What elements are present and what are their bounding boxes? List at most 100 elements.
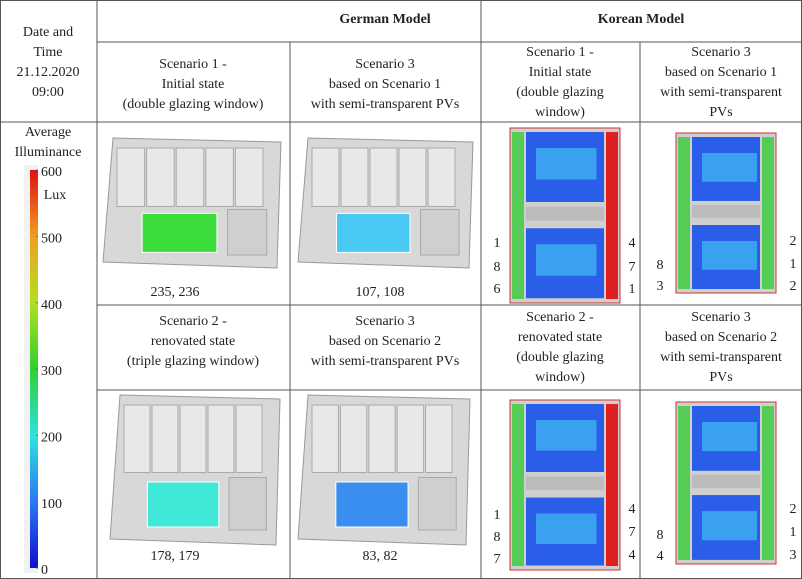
room [227, 209, 268, 256]
scenario-label: renovated state [151, 334, 235, 349]
wall [151, 404, 179, 473]
scenario-label: Scenario 3 [355, 57, 414, 72]
wall [207, 404, 235, 473]
wall [123, 404, 151, 473]
room [536, 148, 597, 180]
texts: Date and Time 21.12.2020 09:00 German Model K… [15, 12, 797, 578]
scenario-label: Scenario 1 - [526, 45, 594, 60]
scenario-label: renovated state [518, 330, 602, 345]
illuminance-result: 83, 82 [363, 549, 398, 564]
core [526, 476, 604, 491]
scenario-label: Scenario 3 [355, 314, 414, 329]
wall [396, 404, 425, 473]
scenario-label: (double glazing [516, 85, 603, 100]
wall [311, 404, 339, 473]
scenario-label: window) [535, 105, 585, 120]
wall [235, 404, 263, 473]
wall [234, 147, 264, 207]
wall [205, 147, 234, 207]
wall [179, 404, 207, 473]
room-number: 8 [494, 260, 501, 275]
room [702, 153, 757, 182]
room-number: 4 [629, 548, 636, 563]
german-model-header: German Model [339, 12, 430, 27]
room-number: 1 [494, 508, 501, 523]
wall [146, 147, 175, 207]
room-number: 2 [790, 279, 797, 294]
room-number: 4 [629, 236, 636, 251]
illuminance-result: 178, 179 [151, 549, 200, 564]
room-number: 1 [629, 282, 636, 297]
wall [369, 147, 398, 207]
room-number: 6 [494, 282, 501, 297]
illuminance-result: 235, 236 [151, 285, 200, 300]
scenario-label: based on Scenario 2 [329, 334, 441, 349]
room-number: 1 [790, 525, 797, 540]
date-time: Date and [23, 25, 73, 40]
wall [427, 147, 456, 207]
core [692, 205, 760, 218]
korean-model-header: Korean Model [598, 12, 685, 27]
scenario-label: Scenario 3 [691, 310, 750, 325]
scenario-label: Scenario 2 - [526, 310, 594, 325]
scenario-label: based on Scenario 1 [329, 77, 441, 92]
room [702, 511, 757, 541]
wall [175, 147, 205, 207]
scenario-label: (triple glazing window) [127, 354, 260, 369]
room [228, 477, 267, 531]
scenario-label: with semi-transparent PVs [311, 97, 460, 112]
scenario-label: based on Scenario 2 [665, 330, 777, 345]
side [512, 132, 524, 299]
room-number: 7 [629, 260, 636, 275]
room [536, 513, 597, 545]
scale-tick-label: 200 [41, 431, 62, 446]
date-time: Time [33, 45, 62, 60]
core [692, 474, 760, 488]
room-number: 3 [790, 548, 797, 563]
wall [398, 147, 427, 207]
core [526, 206, 604, 221]
legend-title: Average [25, 125, 71, 140]
room [141, 212, 218, 253]
room [146, 481, 220, 528]
room [420, 209, 460, 256]
side [762, 406, 774, 560]
date-time: 21.12.2020 [17, 65, 80, 80]
scenario-label: PVs [709, 370, 732, 385]
scenario-label: Scenario 2 - [159, 314, 227, 329]
room-number: 1 [494, 236, 501, 251]
room [702, 241, 757, 270]
room-number: 2 [790, 234, 797, 249]
scale-tick-label: 100 [41, 497, 62, 512]
scenario-label: window) [535, 370, 585, 385]
side [678, 137, 690, 289]
room-number: 8 [494, 530, 501, 545]
illustrations [102, 127, 777, 571]
scale-tick-label: 500 [41, 232, 62, 247]
scale-tick-label: 0 [41, 563, 48, 578]
room-number: 3 [657, 279, 664, 294]
scenario-label: (double glazing window) [123, 97, 264, 112]
room-number: 8 [657, 528, 664, 543]
scenario-label: based on Scenario 1 [665, 65, 777, 80]
side [762, 137, 774, 289]
scale-tick-label: 600 [41, 165, 62, 180]
wall [340, 147, 369, 207]
scenario-label: (double glazing [516, 350, 603, 365]
date-time: 09:00 [32, 85, 64, 100]
scenario-label: Initial state [529, 65, 592, 80]
scale-tick-label: 300 [41, 364, 62, 379]
illuminance-result: 107, 108 [356, 285, 405, 300]
wall [116, 147, 146, 207]
room-number: 7 [629, 525, 636, 540]
room-number: 7 [494, 552, 501, 567]
room [335, 481, 409, 528]
room-number: 4 [657, 549, 664, 564]
room-number: 4 [629, 502, 636, 517]
legend-title: Illuminance [15, 145, 82, 160]
side [678, 406, 690, 560]
room [536, 244, 597, 276]
room [702, 422, 757, 452]
room-number: 8 [657, 258, 664, 273]
